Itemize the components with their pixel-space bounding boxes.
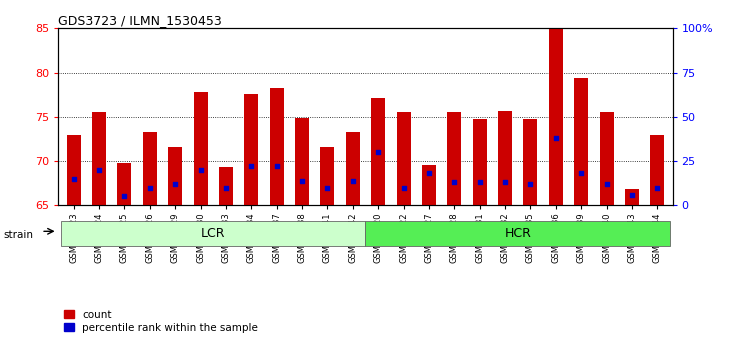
Bar bbox=[651, 135, 664, 205]
Text: GDS3723 / ILMN_1530453: GDS3723 / ILMN_1530453 bbox=[58, 14, 222, 27]
Bar bbox=[346, 132, 360, 205]
Point bbox=[601, 181, 613, 187]
Bar bbox=[473, 119, 487, 205]
Point bbox=[651, 185, 663, 190]
Point bbox=[575, 171, 587, 176]
Bar bbox=[168, 147, 182, 205]
Point bbox=[448, 179, 460, 185]
Bar bbox=[61, 221, 366, 246]
Point bbox=[144, 185, 156, 190]
Point bbox=[296, 178, 308, 183]
Bar bbox=[397, 112, 411, 205]
Bar bbox=[366, 221, 670, 246]
Point bbox=[220, 185, 232, 190]
Bar bbox=[295, 118, 309, 205]
Text: HCR: HCR bbox=[504, 227, 531, 240]
Bar bbox=[118, 163, 132, 205]
Bar bbox=[498, 110, 512, 205]
Bar bbox=[625, 189, 639, 205]
Bar bbox=[92, 112, 106, 205]
Bar bbox=[523, 119, 537, 205]
Bar bbox=[422, 165, 436, 205]
Bar bbox=[67, 135, 80, 205]
Point bbox=[525, 181, 537, 187]
Point bbox=[474, 179, 485, 185]
Text: strain: strain bbox=[4, 230, 34, 240]
Bar bbox=[194, 92, 208, 205]
Text: LCR: LCR bbox=[201, 227, 225, 240]
Point bbox=[271, 164, 283, 169]
Legend: count, percentile rank within the sample: count, percentile rank within the sample bbox=[64, 310, 258, 333]
Point bbox=[194, 167, 206, 173]
Point bbox=[322, 185, 333, 190]
Point bbox=[499, 179, 511, 185]
Point bbox=[372, 149, 384, 155]
Bar bbox=[599, 112, 613, 205]
Point bbox=[94, 167, 105, 173]
Bar bbox=[143, 132, 157, 205]
Bar bbox=[270, 87, 284, 205]
Bar bbox=[244, 94, 258, 205]
Bar bbox=[574, 78, 588, 205]
Point bbox=[68, 176, 80, 182]
Bar bbox=[219, 167, 233, 205]
Bar bbox=[320, 147, 334, 205]
Bar bbox=[447, 112, 461, 205]
Point bbox=[347, 178, 359, 183]
Point bbox=[398, 185, 409, 190]
Point bbox=[170, 181, 181, 187]
Point bbox=[118, 194, 130, 199]
Bar bbox=[549, 28, 563, 205]
Bar bbox=[371, 98, 385, 205]
Point bbox=[626, 192, 637, 198]
Point bbox=[550, 135, 561, 141]
Point bbox=[246, 164, 257, 169]
Point bbox=[423, 171, 435, 176]
